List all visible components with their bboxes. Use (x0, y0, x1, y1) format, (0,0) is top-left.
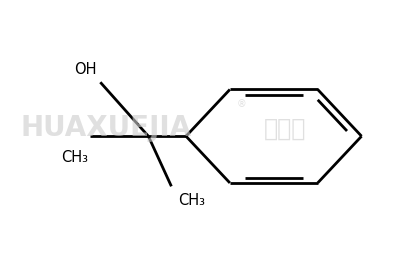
Text: CH₃: CH₃ (61, 150, 88, 165)
Text: 化学加: 化学加 (263, 116, 306, 141)
Text: ®: ® (236, 99, 246, 109)
Text: CH₃: CH₃ (178, 193, 205, 208)
Text: OH: OH (74, 62, 96, 77)
Text: HUAXUEJIA: HUAXUEJIA (21, 115, 192, 142)
